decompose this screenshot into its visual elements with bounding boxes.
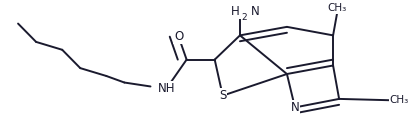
Text: O: O [174, 30, 183, 43]
Text: N: N [291, 101, 299, 114]
Text: CH₃: CH₃ [389, 95, 409, 105]
Text: S: S [219, 89, 226, 102]
Text: CH₃: CH₃ [328, 3, 347, 13]
Text: 2: 2 [241, 13, 247, 21]
Text: NH: NH [158, 82, 175, 95]
Text: H: H [231, 5, 240, 18]
Text: N: N [251, 5, 260, 18]
